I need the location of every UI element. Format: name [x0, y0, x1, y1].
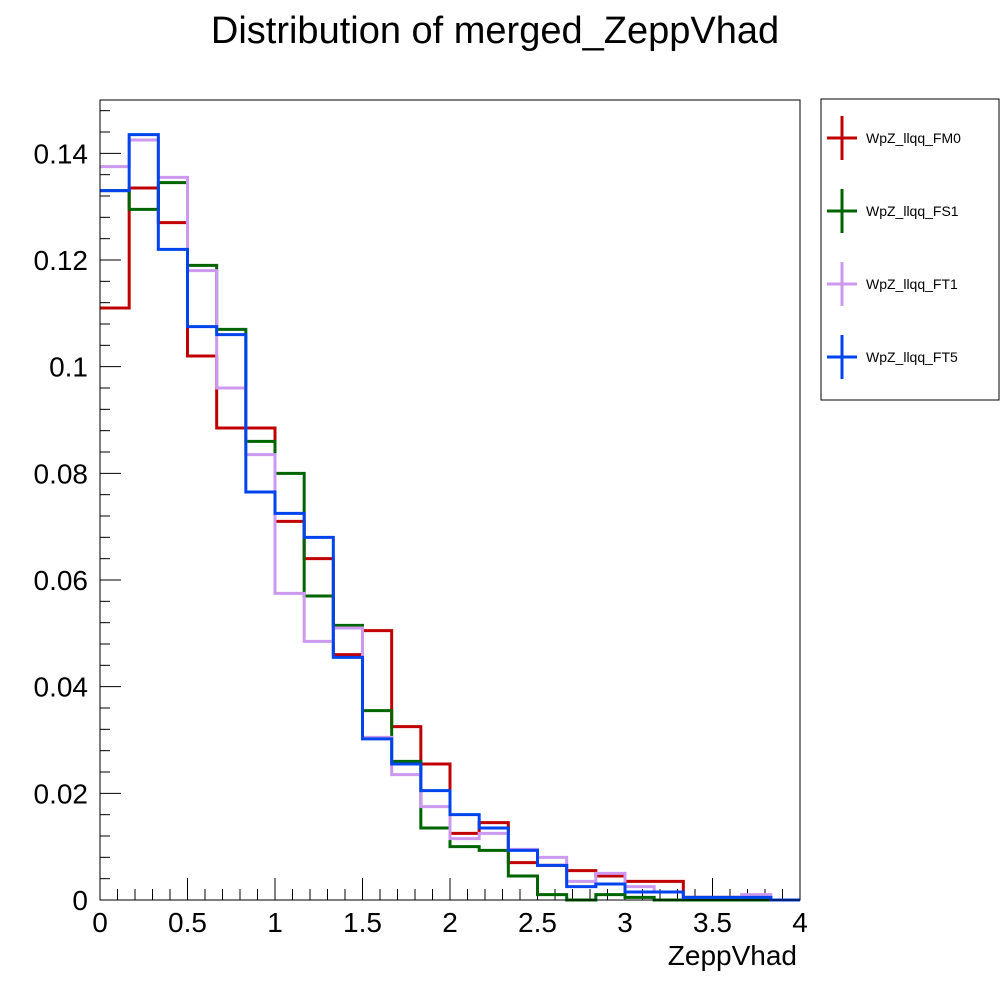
plot-frame — [99, 99, 801, 901]
x-tick-label: 2 — [442, 907, 458, 938]
y-tick-label: 0.06 — [34, 565, 89, 596]
y-tick-label: 0 — [72, 885, 88, 916]
y-tick-label: 0.04 — [34, 672, 89, 703]
x-tick-label: 0 — [92, 907, 108, 938]
y-tick-label: 0.12 — [34, 245, 89, 276]
legend-label: WpZ_llqq_FT1 — [866, 276, 958, 292]
x-tick-label: 3 — [617, 907, 633, 938]
legend-label: WpZ_llqq_FT5 — [866, 349, 958, 365]
x-tick-label: 2.5 — [518, 907, 557, 938]
x-tick-label: 3.5 — [693, 907, 732, 938]
legend-label: WpZ_llqq_FS1 — [866, 203, 959, 219]
legend-label: WpZ_llqq_FM0 — [866, 130, 961, 146]
y-tick-label: 0.02 — [34, 778, 89, 809]
y-tick-label: 0.1 — [49, 352, 88, 383]
legend-frame — [820, 98, 1000, 401]
y-tick-label: 0.08 — [34, 458, 89, 489]
legend: WpZ_llqq_FM0 WpZ_llqq_FS1 WpZ_llqq_FT1 WpZ_… — [820, 98, 1000, 401]
x-tick-label: 4 — [792, 907, 808, 938]
y-tick-label: 0.14 — [34, 138, 89, 169]
labels-layer: 0 0.5 1 1.5 2 2.5 3 3.5 4 0 0.02 0.04 0.06 0.08 0.1 0.1… — [34, 138, 808, 971]
x-tick-label: 0.5 — [168, 907, 207, 938]
x-tick-label: 1.5 — [343, 907, 382, 938]
x-tick-label: 1 — [267, 907, 283, 938]
series-layer — [100, 133, 800, 902]
ticks-layer — [99, 110, 801, 901]
x-axis-label: ZeppVhad — [668, 940, 797, 971]
chart-title: Distribution of merged_ZeppVhad — [210, 10, 780, 52]
series-line — [100, 133, 800, 902]
